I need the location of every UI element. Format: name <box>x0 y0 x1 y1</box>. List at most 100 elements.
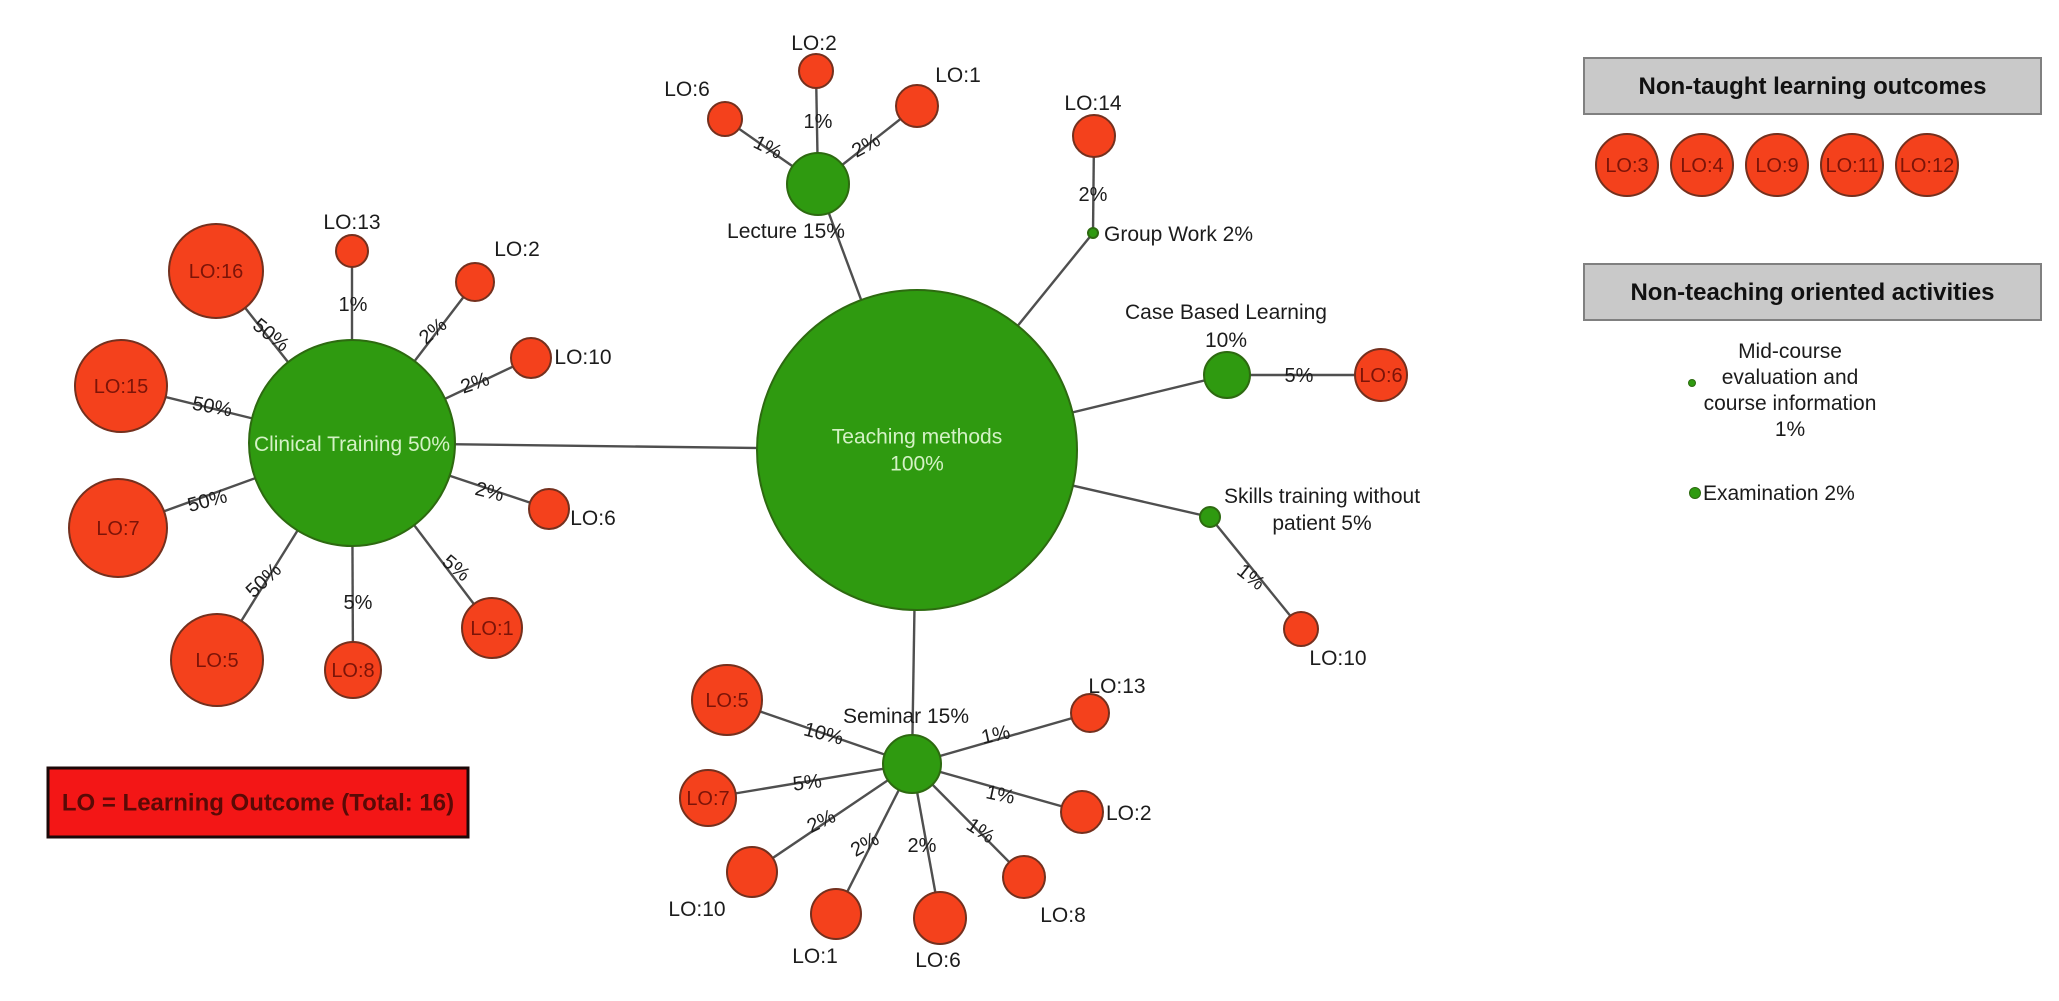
node-group-work-hub-label: Group Work 2% <box>1104 223 1253 246</box>
node-lecture-hub <box>786 152 850 216</box>
node-teaching-methods-label: Teaching methods <box>832 426 1002 449</box>
edge-seminar-to-lo-10 <box>751 763 913 873</box>
edge-label-clinical-training-lo-15: 50% <box>190 393 234 422</box>
node-clinical-training-lo-13-label: LO:13 <box>323 211 380 234</box>
node-non-taught-lo-11 <box>1820 133 1884 197</box>
node-seminar-hub-label: Seminar 15% <box>843 705 969 728</box>
node-seminar-lo-10-label: LO:10 <box>668 898 725 921</box>
node-seminar-lo-7-label: LO:7 <box>686 788 729 810</box>
node-seminar-lo-6-label: LO:6 <box>915 949 961 972</box>
edge-seminar-to-lo-7 <box>707 762 913 800</box>
node-skills-training-hub-label: patient 5% <box>1272 512 1371 535</box>
examination-label: Examination 2% <box>1703 482 1855 505</box>
node-lecture-lo-1-label: LO:1 <box>935 64 981 87</box>
node-non-taught-lo-3-label: LO:3 <box>1605 155 1648 177</box>
node-clinical-training-lo-7 <box>68 478 168 578</box>
mid-course-evaluation-label: Mid-course <box>1738 340 1842 363</box>
mid-course-evaluation-label: 1% <box>1775 418 1805 441</box>
node-group-work-lo-14 <box>1072 114 1116 158</box>
node-non-taught-lo-4-label: LO:4 <box>1680 155 1723 177</box>
node-skills-training-lo-10 <box>1283 611 1319 647</box>
node-clinical-training-lo-6 <box>528 488 570 530</box>
node-case-based-learning-hub <box>1203 351 1251 399</box>
node-clinical-training-lo-16 <box>168 223 264 319</box>
node-clinical-training-lo-10-label: LO:10 <box>554 346 611 369</box>
node-lecture-lo-6 <box>707 101 743 137</box>
edge-label-skills-training-lo-10: 1% <box>1233 560 1269 595</box>
node-skills-training-hub-label: Skills training without <box>1224 485 1420 508</box>
node-non-taught-lo-9-label: LO:9 <box>1755 155 1798 177</box>
node-clinical-training-lo-1-label: LO:1 <box>470 618 513 640</box>
node-seminar-lo-8-label: LO:8 <box>1040 904 1086 927</box>
edge-label-seminar-lo-6: 2% <box>908 835 937 857</box>
edge-label-group-work-lo-14: 2% <box>1079 184 1108 206</box>
non-taught-header-title: Non-taught learning outcomes <box>1639 73 1987 100</box>
non-teaching-header-box <box>1583 263 2042 321</box>
node-non-taught-lo-4 <box>1670 133 1734 197</box>
dot-examination <box>1689 487 1701 499</box>
node-seminar-lo-10 <box>726 846 778 898</box>
node-clinical-training-lo-2-label: LO:2 <box>494 238 540 261</box>
non-teaching-header-title: Non-teaching oriented activities <box>1630 279 1994 306</box>
edge-label-seminar-lo-7: 5% <box>792 770 824 795</box>
node-clinical-training-lo-5-label: LO:5 <box>195 650 238 672</box>
node-clinical-training-hub-label: Clinical Training 50% <box>254 433 450 456</box>
node-clinical-training-lo-5 <box>170 613 264 707</box>
lo-legend-box <box>46 766 470 839</box>
node-group-work-hub <box>1087 227 1099 239</box>
edge-label-clinical-training-lo-5: 50% <box>242 559 286 603</box>
edge-label-clinical-training-lo-7: 50% <box>185 485 230 517</box>
node-clinical-training-lo-15-label: LO:15 <box>94 376 148 398</box>
node-clinical-training-lo-2 <box>455 262 495 302</box>
edge-label-clinical-training-lo-1: 5% <box>438 551 474 587</box>
node-clinical-training-hub <box>248 339 456 547</box>
node-seminar-lo-1-label: LO:1 <box>792 945 838 968</box>
non-taught-header-box <box>1583 57 2042 115</box>
lo-legend-text: LO = Learning Outcome (Total: 16) <box>62 790 454 817</box>
node-seminar-lo-5-label: LO:5 <box>705 690 748 712</box>
edge-label-clinical-training-lo-13: 1% <box>339 294 368 316</box>
node-seminar-hub <box>882 734 942 794</box>
mid-course-evaluation-label: evaluation and <box>1722 366 1859 389</box>
node-clinical-training-lo-13 <box>335 234 369 268</box>
node-skills-training-hub <box>1199 506 1221 528</box>
node-seminar-lo-8 <box>1002 855 1046 899</box>
node-seminar-lo-5 <box>691 664 763 736</box>
edge-label-seminar-lo-13: 1% <box>979 721 1012 749</box>
edge-label-case-based-learning-lo-6: 5% <box>1285 365 1314 387</box>
dot-mid-course-evaluation <box>1688 379 1696 387</box>
edge-seminar-to-lo-13 <box>911 711 1091 766</box>
node-seminar-lo-2-label: LO:2 <box>1106 802 1152 825</box>
node-seminar-lo-13-label: LO:13 <box>1088 675 1145 698</box>
mid-course-evaluation-label: course information <box>1704 392 1877 415</box>
node-seminar-lo-1 <box>810 888 862 940</box>
node-clinical-training-lo-6-label: LO:6 <box>570 507 616 530</box>
node-clinical-training-lo-8-label: LO:8 <box>331 660 374 682</box>
node-lecture-hub-label: Lecture 15% <box>727 220 845 243</box>
node-non-taught-lo-9 <box>1745 133 1809 197</box>
edge-label-seminar-lo-5: 10% <box>801 719 845 750</box>
node-clinical-training-lo-16-label: LO:16 <box>189 261 243 283</box>
node-teaching-methods-label: 100% <box>890 453 944 476</box>
node-clinical-training-lo-1 <box>461 597 523 659</box>
node-clinical-training-lo-7-label: LO:7 <box>96 518 139 540</box>
node-skills-training-lo-10-label: LO:10 <box>1309 647 1366 670</box>
node-lecture-lo-6-label: LO:6 <box>664 78 710 101</box>
edge-skills-training-to-lo-10 <box>1209 516 1302 630</box>
node-lecture-lo-1 <box>895 84 939 128</box>
node-case-based-learning-hub-label: 10% <box>1205 329 1247 352</box>
node-clinical-training-lo-15 <box>74 339 168 433</box>
node-group-work-lo-14-label: LO:14 <box>1064 92 1122 115</box>
edge-label-seminar-lo-2: 1% <box>984 781 1017 808</box>
node-seminar-lo-13 <box>1070 693 1110 733</box>
node-clinical-training-lo-10 <box>510 337 552 379</box>
edge-label-clinical-training-lo-8: 5% <box>344 592 373 614</box>
node-non-taught-lo-3 <box>1595 133 1659 197</box>
node-lecture-lo-2-label: LO:2 <box>791 32 837 55</box>
node-non-taught-lo-12-label: LO:12 <box>1900 155 1954 177</box>
node-seminar-lo-2 <box>1060 790 1104 834</box>
node-teaching-methods <box>756 289 1078 611</box>
node-case-based-learning-hub-label: Case Based Learning <box>1125 301 1327 324</box>
